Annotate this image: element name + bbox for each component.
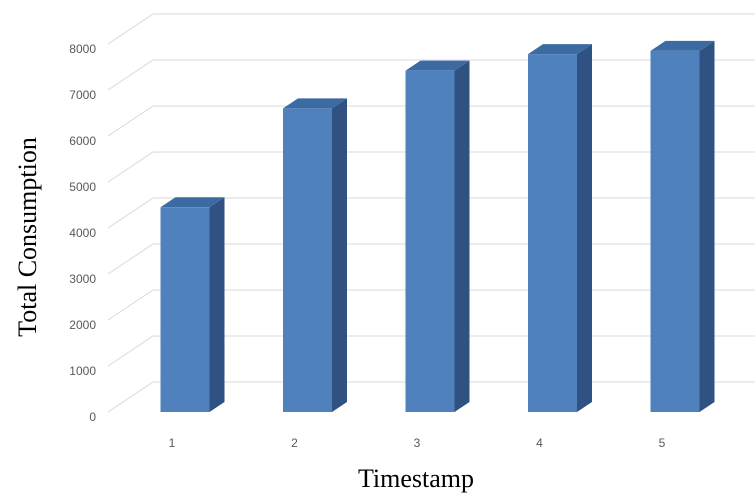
y-tick-label: 3000 <box>69 272 96 286</box>
y-tick-label: 7000 <box>69 88 96 102</box>
bar <box>405 60 470 413</box>
x-tick-label: 3 <box>414 436 421 450</box>
y-axis-ticks: 0 1000 2000 3000 4000 5000 6000 7000 8000 <box>69 42 96 424</box>
x-tick-label: 4 <box>536 436 543 450</box>
bar-top <box>160 197 225 208</box>
bar-top <box>528 44 592 55</box>
y-tick-label: 0 <box>89 410 96 424</box>
bar-top <box>650 40 715 51</box>
x-axis-title: Timestamp <box>358 464 474 493</box>
x-tick-label: 2 <box>291 436 298 450</box>
bar <box>650 40 715 413</box>
bar-side <box>699 40 715 413</box>
bar <box>528 44 592 413</box>
bar-top <box>405 60 470 71</box>
bar <box>283 98 347 413</box>
y-tick-label: 5000 <box>69 180 96 194</box>
y-tick-label: 1000 <box>69 364 96 378</box>
bar-front <box>405 70 455 413</box>
x-axis-ticks: 1 2 3 4 5 <box>169 436 666 450</box>
y-tick-label: 6000 <box>69 134 96 148</box>
bars <box>160 40 715 413</box>
grid <box>107 13 755 413</box>
x-tick-label: 5 <box>659 436 666 450</box>
y-tick-label: 8000 <box>69 42 96 56</box>
bar-side <box>209 197 225 412</box>
bar-front <box>528 54 577 413</box>
bar-front <box>650 50 700 413</box>
x-tick-label: 1 <box>169 436 176 450</box>
y-tick-label: 4000 <box>69 226 96 240</box>
bar-side <box>577 44 592 413</box>
y-tick-label: 2000 <box>69 318 96 332</box>
bar-front <box>160 207 210 412</box>
bar-side <box>454 60 470 413</box>
gridline <box>107 13 755 45</box>
bar-side <box>332 98 347 413</box>
bar-top <box>283 98 347 109</box>
y-axis-title: Total Consumption <box>13 137 42 337</box>
bar-front <box>283 108 332 413</box>
bar <box>160 197 225 412</box>
